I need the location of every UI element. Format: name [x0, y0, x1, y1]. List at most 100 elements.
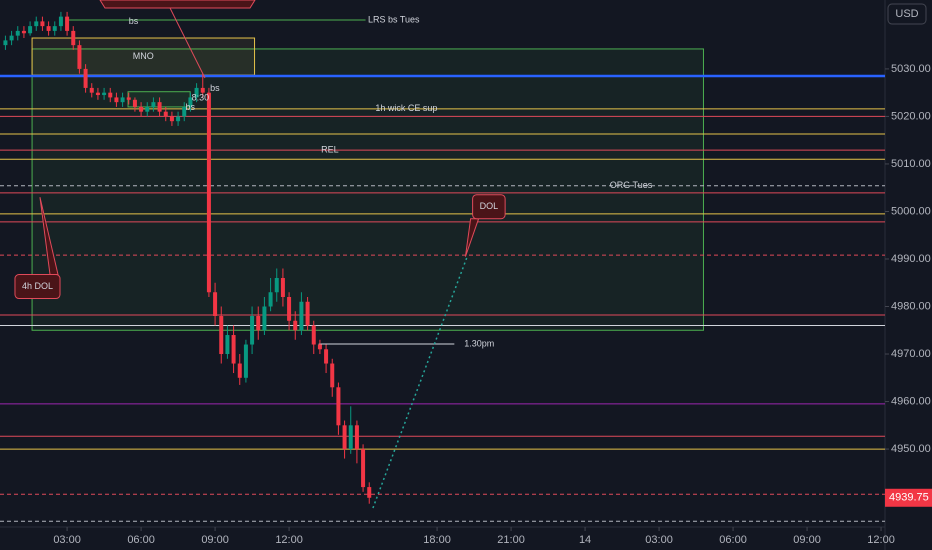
- candle-body: [213, 292, 218, 317]
- candle-body: [71, 30, 76, 46]
- x-tick-label: 12:00: [867, 534, 895, 546]
- candle-body: [188, 97, 193, 107]
- candle-body: [299, 301, 304, 331]
- x-tick-label: 03:00: [53, 534, 81, 546]
- currency[interactable]: USD: [895, 8, 918, 20]
- x-tick-label: 03:00: [645, 534, 673, 546]
- x-tick-label: 09:00: [201, 534, 229, 546]
- y-tick-label: 4970.00: [891, 348, 931, 360]
- candle-body: [3, 40, 8, 46]
- x-tick-label: 14: [579, 534, 591, 546]
- y-tick-label: 4960.00: [891, 395, 931, 407]
- candle-body: [330, 363, 335, 388]
- candle-body: [243, 344, 248, 378]
- candle-body: [311, 325, 316, 345]
- candle-body: [15, 30, 20, 36]
- candle-body: [21, 30, 26, 34]
- candle-body: [250, 316, 255, 345]
- y-tick-label: 5020.00: [891, 110, 931, 122]
- y-tick-label: 5000.00: [891, 205, 931, 217]
- candle-body: [83, 68, 88, 88]
- candle-body: [89, 87, 94, 93]
- candle-body: [9, 35, 14, 41]
- callout-text: 4h DOL: [22, 281, 53, 291]
- y-tick-label: 4990.00: [891, 253, 931, 265]
- level-label: LRS bs Tues: [368, 14, 420, 24]
- candle-body: [200, 87, 205, 93]
- zone-label: MNO: [133, 51, 154, 61]
- candle-body: [262, 306, 267, 331]
- callout-box: [472, 194, 506, 220]
- candle-body: [34, 21, 39, 27]
- y-tick-label: 5010.00: [891, 158, 931, 170]
- level-label: 1.30pm: [464, 338, 494, 348]
- candle-body: [305, 301, 310, 326]
- candle-body: [317, 344, 322, 350]
- candle-body: [151, 102, 156, 107]
- level-label: 1h wick CE sup: [375, 103, 437, 113]
- x-tick-label: 18:00: [423, 534, 451, 546]
- candle-body: [132, 99, 137, 107]
- annotation: bs: [185, 102, 195, 112]
- candle-body: [342, 425, 347, 450]
- y-tick-label: 4980.00: [891, 300, 931, 312]
- candle-body: [102, 92, 107, 96]
- candle-body: [219, 316, 224, 355]
- annotation: bs: [129, 16, 139, 26]
- candle-body: [336, 387, 341, 426]
- callout-pointer: [169, 7, 206, 79]
- last-price-badge: [885, 488, 932, 507]
- level-label: ORG Tues: [610, 180, 653, 190]
- y-tick-label: 5030.00: [891, 63, 931, 75]
- y-tick-label: 4950.00: [891, 443, 931, 455]
- candle-body: [194, 87, 199, 98]
- candle-body: [40, 21, 45, 27]
- candle-body: [52, 26, 57, 31]
- candle-body: [225, 335, 230, 355]
- candle-body: [95, 92, 100, 96]
- callout-cut: [99, 0, 256, 9]
- candle-body: [354, 425, 359, 450]
- candle-body: [367, 487, 372, 498]
- candle-body: [274, 277, 279, 293]
- candle-body: [163, 111, 168, 117]
- candle-body: [65, 16, 70, 31]
- candle-body: [169, 116, 174, 122]
- candle-body: [256, 316, 261, 331]
- annotation: bs: [210, 83, 220, 93]
- zone-box: [31, 48, 704, 331]
- candle-body: [120, 97, 125, 103]
- candle-body: [280, 277, 285, 298]
- candle-body: [46, 26, 51, 31]
- candle-body: [287, 297, 292, 321]
- candle-body: [237, 363, 242, 378]
- candle-body: [139, 106, 144, 112]
- candle-body: [108, 92, 113, 98]
- candle-body: [324, 349, 329, 364]
- candle-body: [348, 425, 353, 450]
- candle-body: [58, 16, 63, 27]
- currency-button[interactable]: [887, 3, 927, 25]
- candle-body: [293, 320, 298, 331]
- x-tick-label: 09:00: [793, 534, 821, 546]
- x-tick-label: 21:00: [497, 534, 525, 546]
- x-tick-label: 06:00: [719, 534, 747, 546]
- candle-body: [28, 26, 33, 34]
- callout-text: DOL: [480, 201, 499, 211]
- candle-body: [114, 97, 119, 103]
- candle-body: [157, 102, 162, 112]
- candle-body: [268, 292, 273, 307]
- annotation: 8:30: [192, 92, 210, 102]
- candle-body: [126, 97, 131, 100]
- x-tick-label: 06:00: [127, 534, 155, 546]
- candle-body: [145, 106, 150, 112]
- plot: MNO LRS bs Tues 1h wick CE sup REL ORG Tues 1…: [0, 11, 885, 522]
- callout-box: [14, 274, 61, 300]
- level-label: REL: [321, 145, 339, 155]
- candle-body: [206, 92, 211, 293]
- candle-body: [77, 45, 82, 69]
- candle-body: [361, 449, 366, 488]
- candle-body: [176, 116, 181, 122]
- last-price: 4939.75: [889, 492, 929, 504]
